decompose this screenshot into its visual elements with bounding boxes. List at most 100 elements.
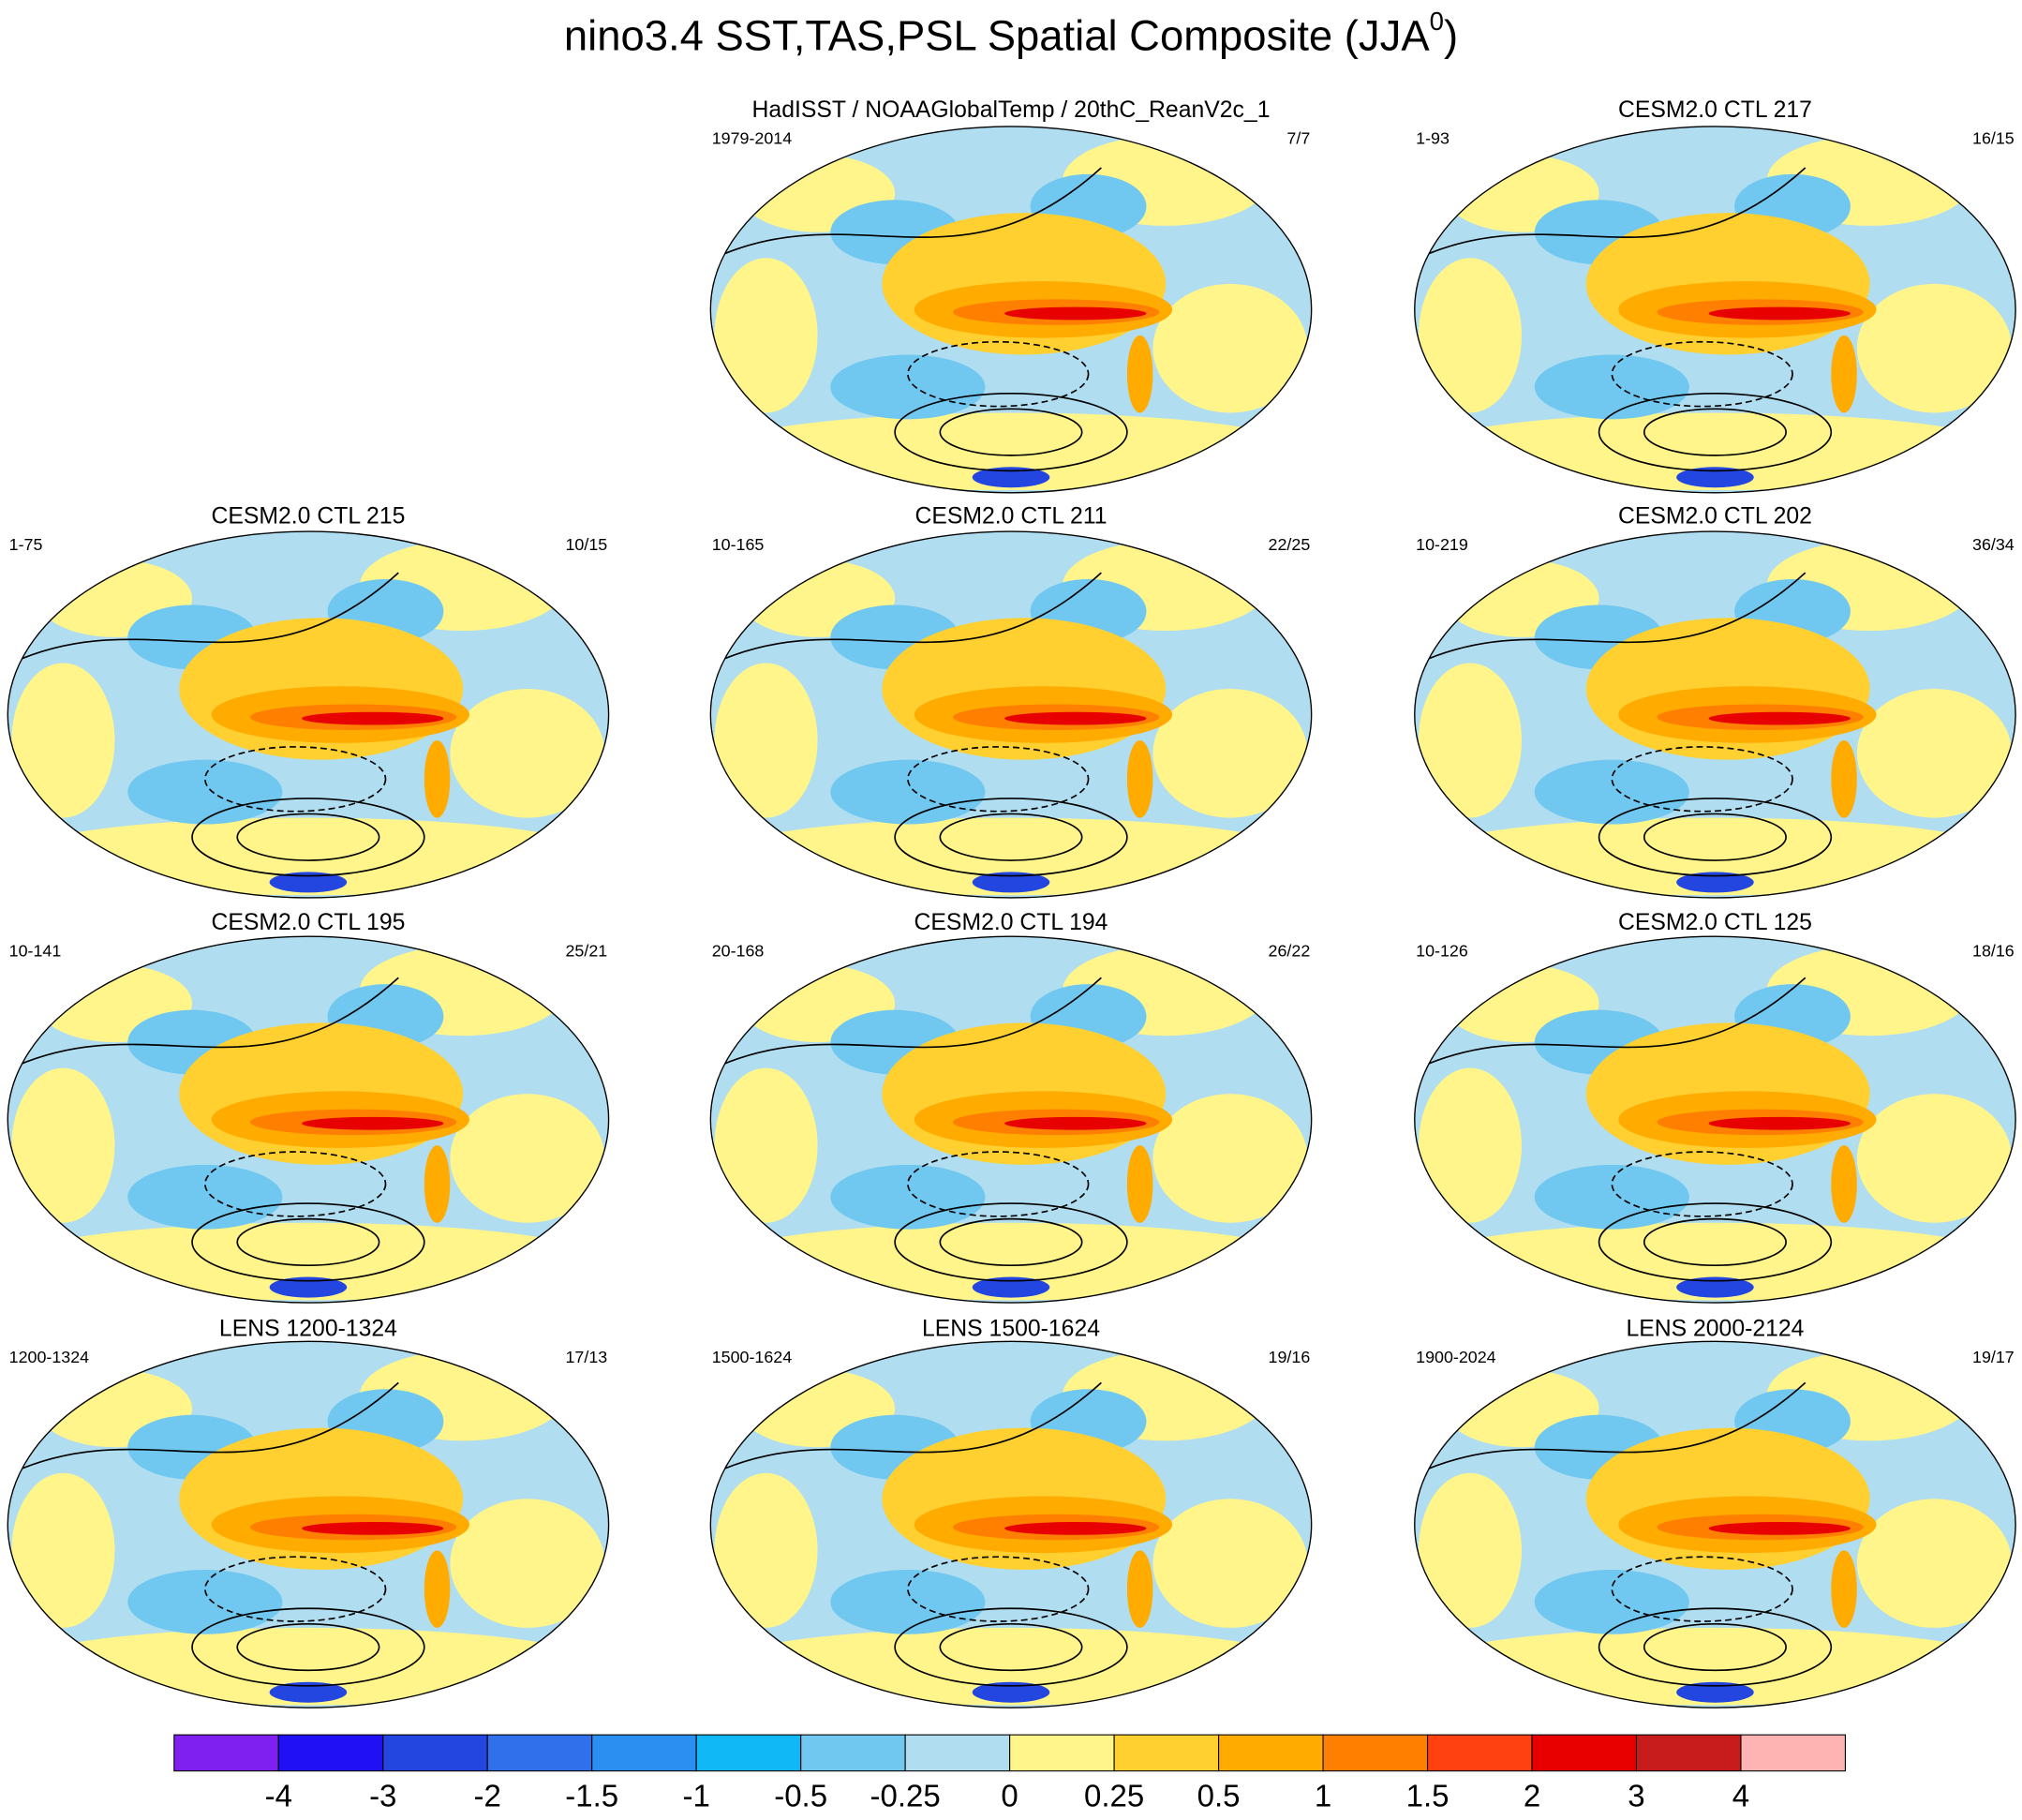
- map-contour: [191, 1607, 425, 1687]
- map-contour: [894, 392, 1128, 472]
- map-border: [1414, 530, 2016, 899]
- map-shading: [1534, 1164, 1689, 1230]
- map-contour: [1611, 1151, 1793, 1217]
- map-shading: [11, 1472, 115, 1628]
- map-shading: [1708, 711, 1851, 725]
- panel-left-label: 10-219: [1416, 535, 1468, 554]
- map: [1414, 936, 2016, 1304]
- map-shading: [269, 1681, 348, 1703]
- map-contour: [236, 1622, 380, 1672]
- map-shading: [11, 663, 115, 818]
- map-shading: [714, 1472, 818, 1628]
- map: [710, 126, 1312, 493]
- map: [710, 531, 1312, 898]
- panel-right-label: 7/7: [1286, 128, 1310, 147]
- colorbar-box: [486, 1734, 593, 1772]
- title-superscript: 0: [1430, 7, 1444, 36]
- panel-title: HadISST / NOAAGlobalTemp / 20thC_ReanV2c…: [752, 97, 1271, 123]
- map-shading: [127, 1164, 283, 1230]
- panel-title: CESM2.0 CTL 215: [211, 503, 405, 529]
- panel-right-label: 19/17: [1972, 1348, 2015, 1366]
- map-contour: [204, 1556, 387, 1622]
- map-contour: [1598, 798, 1833, 877]
- panel-title: CESM2.0 CTL 217: [1618, 97, 1812, 123]
- map-shading: [972, 872, 1050, 893]
- map-contour: [894, 1607, 1128, 1687]
- map-shading: [424, 1550, 451, 1628]
- map-contour: [1611, 1556, 1793, 1622]
- map-shading: [1856, 688, 2012, 818]
- colorbar-label: -0.5: [774, 1778, 827, 1813]
- map-shading: [302, 1116, 444, 1130]
- panel-left-label: 1-75: [9, 535, 43, 554]
- panel-right-label: 26/22: [1269, 941, 1311, 960]
- map-shading: [972, 467, 1050, 488]
- panel-right-label: 36/34: [1972, 535, 2015, 554]
- map-shading: [830, 759, 986, 825]
- panel-left-label: 1500-1624: [712, 1348, 793, 1366]
- map-shading: [1152, 1094, 1308, 1223]
- map-contour: [1643, 408, 1787, 456]
- panel-left-label: 10-126: [1416, 941, 1468, 960]
- colorbar-label: 4: [1732, 1778, 1749, 1813]
- map-shading: [450, 1094, 605, 1223]
- panel-left-label: 1-93: [1416, 128, 1450, 147]
- map-shading: [424, 1145, 451, 1223]
- map-shading: [1126, 335, 1153, 413]
- panel-title: CESM2.0 CTL 194: [914, 910, 1108, 935]
- map-contour: [714, 572, 1102, 664]
- map-contour: [714, 1381, 1102, 1474]
- panel-title: LENS 1500-1624: [922, 1317, 1100, 1342]
- colorbar-label: -2: [474, 1778, 501, 1813]
- map-shading: [714, 1067, 818, 1223]
- panel-left-label: 1979-2014: [712, 128, 793, 147]
- panel-title: LENS 2000-2124: [1626, 1317, 1804, 1342]
- title-close: ): [1444, 11, 1458, 59]
- map-contour: [1418, 977, 1806, 1069]
- map-contour: [1611, 746, 1793, 813]
- map-contour: [1418, 167, 1806, 260]
- map-contour: [204, 746, 387, 813]
- colorbar-box: [591, 1734, 697, 1772]
- map-contour: [1643, 1622, 1787, 1672]
- map-contour: [714, 167, 1102, 260]
- map-shading: [11, 1067, 115, 1223]
- map-contour: [939, 813, 1083, 861]
- map-shading: [1126, 740, 1153, 818]
- colorbar-label: -1.5: [565, 1778, 618, 1813]
- colorbar-label: -4: [265, 1778, 292, 1813]
- colorbar-box: [173, 1734, 279, 1772]
- map-shading: [1004, 711, 1147, 725]
- map-shading: [1676, 467, 1754, 488]
- map-shading: [1534, 354, 1689, 420]
- map-contour: [1418, 1381, 1806, 1474]
- map-shading: [1126, 1145, 1153, 1223]
- map-shading: [830, 1569, 986, 1634]
- map-shading: [1152, 688, 1308, 818]
- map-contour: [907, 746, 1090, 813]
- map: [1414, 1341, 2016, 1708]
- map-shading: [127, 1569, 283, 1634]
- map: [710, 1341, 1312, 1708]
- map-contour: [11, 1381, 399, 1474]
- map-shading: [1418, 1067, 1523, 1223]
- panel-right-label: 18/16: [1972, 941, 2015, 960]
- map: [1414, 126, 2016, 493]
- map-shading: [830, 354, 986, 420]
- colorbar-label: 2: [1524, 1778, 1540, 1813]
- map-contour: [191, 798, 425, 877]
- panel-right-label: 10/15: [565, 535, 607, 554]
- map-contour: [907, 1151, 1090, 1217]
- map-shading: [1856, 1094, 2012, 1223]
- map-shading: [1418, 1472, 1523, 1628]
- map-shading: [1831, 335, 1857, 413]
- colorbar-box: [1426, 1734, 1533, 1772]
- map-border: [709, 935, 1313, 1304]
- map-border: [709, 126, 1313, 494]
- map-shading: [450, 1499, 605, 1628]
- map-contour: [11, 572, 399, 664]
- colorbar-box: [1740, 1734, 1847, 1772]
- colorbar-label: 1.5: [1406, 1778, 1450, 1813]
- colorbar-label: 0.25: [1084, 1778, 1144, 1813]
- map-contour: [907, 1556, 1090, 1622]
